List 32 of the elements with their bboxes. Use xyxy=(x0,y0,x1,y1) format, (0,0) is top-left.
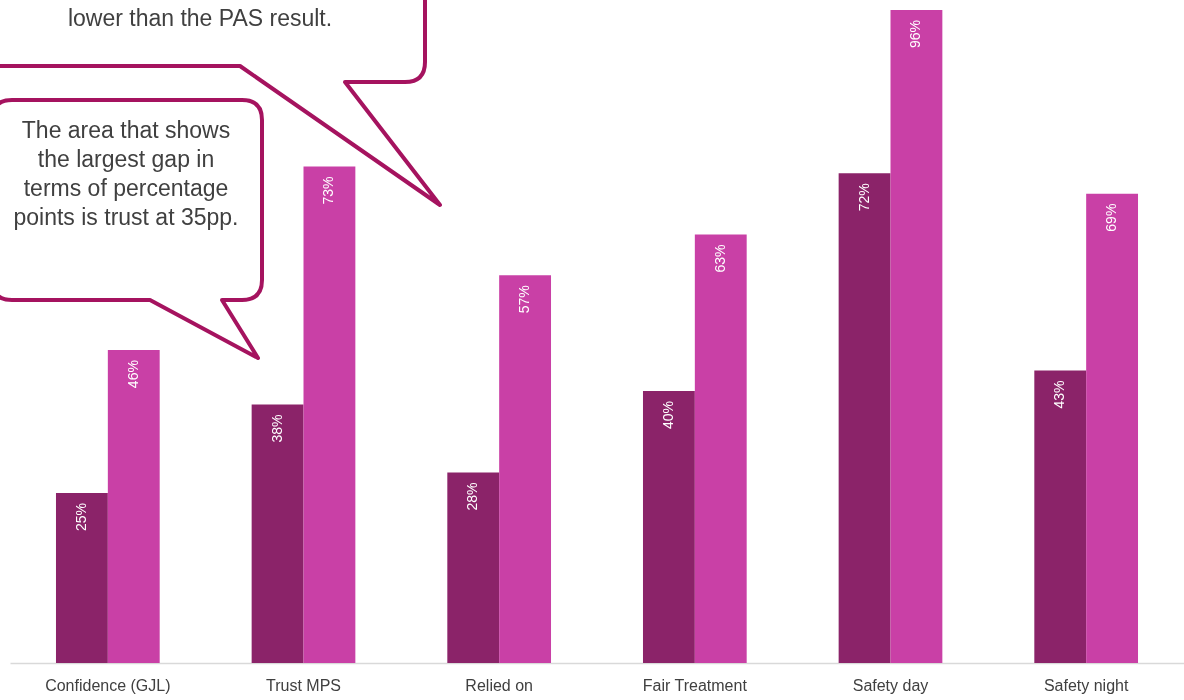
bar xyxy=(1086,193,1139,663)
data-label: 96% xyxy=(907,20,924,49)
bar xyxy=(251,404,304,663)
data-label: 28% xyxy=(464,482,481,511)
data-label: 38% xyxy=(268,414,285,443)
data-label: 46% xyxy=(124,360,141,389)
data-label: 63% xyxy=(711,244,728,273)
bar xyxy=(890,10,943,663)
x-tick-label: Safety night xyxy=(1043,676,1129,694)
x-tick-label: Safety day xyxy=(852,676,929,694)
data-label: 25% xyxy=(72,502,89,531)
x-tick-label: Confidence (GJL) xyxy=(45,676,171,694)
bar xyxy=(107,350,160,663)
annotation: lower than the PAS result. xyxy=(66,4,334,33)
data-label: 69% xyxy=(1103,203,1120,232)
data-label: 57% xyxy=(516,285,533,314)
bar xyxy=(55,492,108,663)
data-label: 73% xyxy=(320,176,337,205)
bar xyxy=(447,472,500,663)
data-label: 40% xyxy=(659,400,676,429)
x-tick-label: Fair Treatment xyxy=(642,676,748,694)
data-label: 43% xyxy=(1051,380,1068,409)
bar xyxy=(499,275,552,663)
bar xyxy=(838,173,891,663)
x-tick-label: Relied on xyxy=(465,676,533,694)
bar xyxy=(642,390,695,663)
bar xyxy=(694,234,747,663)
bar xyxy=(303,166,356,663)
x-tick-label: Trust MPS xyxy=(266,676,341,694)
annotation: The area that shows the largest gap in terms of percentage points is trust at 35pp. xyxy=(12,116,240,232)
data-label: 72% xyxy=(855,183,872,212)
bar xyxy=(1034,370,1087,663)
